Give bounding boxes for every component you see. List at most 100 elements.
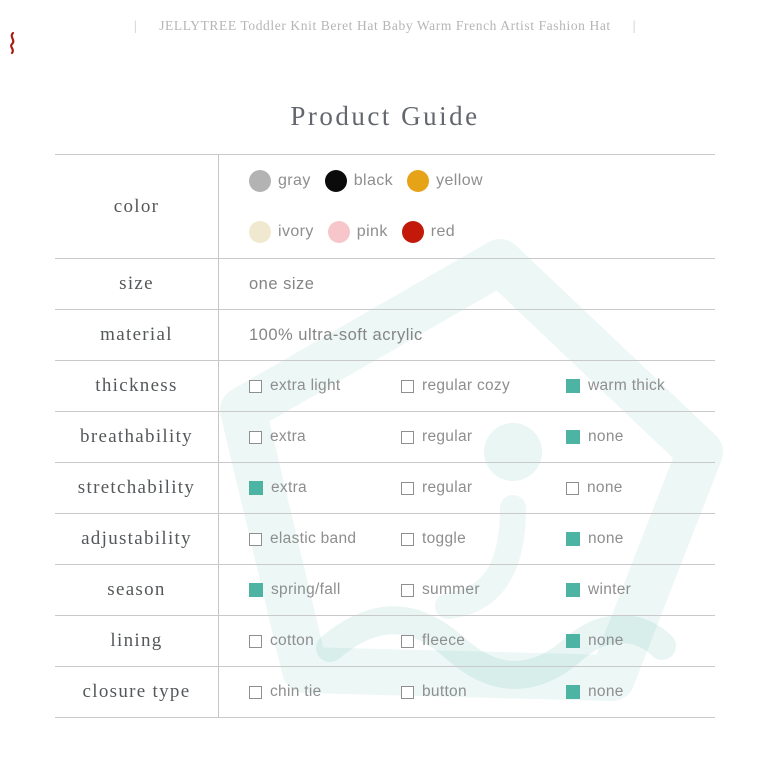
option-summer: summer — [401, 581, 566, 599]
row-label-adjustability: adjustability — [55, 514, 219, 564]
brand-mark-icon — [10, 31, 15, 55]
option-label: none — [588, 683, 624, 700]
table-row-thickness: thickness extra light regular cozy warm … — [55, 361, 715, 412]
option-label: regular — [422, 428, 473, 445]
option-chin-tie: chin tie — [249, 683, 401, 701]
option-label: extra — [270, 428, 306, 445]
option-toggle: toggle — [401, 530, 566, 548]
table-row-breathability: breathability extra regular none — [55, 412, 715, 463]
checkbox-icon[interactable] — [401, 532, 414, 546]
checkbox-icon[interactable] — [249, 634, 262, 648]
checkbox-checked-icon[interactable] — [249, 583, 263, 597]
option-none: none — [566, 428, 624, 446]
option-none: none — [566, 530, 624, 548]
checkbox-icon[interactable] — [401, 481, 414, 495]
option-cotton: cotton — [249, 632, 401, 650]
checkbox-icon[interactable] — [249, 532, 262, 546]
table-row-closure-type: closure type chin tie button none — [55, 667, 715, 718]
product-title-text: JELLYTREE Toddler Knit Beret Hat Baby Wa… — [159, 18, 611, 33]
color-swatch-gray: gray — [249, 170, 311, 192]
option-spring-fall: spring/fall — [249, 581, 401, 599]
option-elastic-band: elastic band — [249, 530, 401, 548]
option-label: extra light — [270, 377, 341, 394]
option-label: warm thick — [588, 377, 666, 394]
checkbox-checked-icon[interactable] — [249, 481, 263, 495]
option-label: button — [422, 683, 467, 700]
option-none: none — [566, 632, 624, 650]
option-extra: extra — [249, 428, 401, 446]
table-row-material: material 100% ultra-soft acrylic — [55, 310, 715, 361]
page-title: Product Guide — [290, 101, 480, 131]
header-divider-right: | — [632, 18, 637, 33]
checkbox-icon[interactable] — [249, 685, 262, 699]
row-label-thickness: thickness — [55, 361, 219, 411]
red-swatch-icon — [401, 221, 424, 243]
checkbox-checked-icon[interactable] — [566, 583, 580, 597]
checkbox-icon[interactable] — [249, 379, 262, 393]
option-label: regular cozy — [422, 377, 511, 394]
row-label-size: size — [55, 259, 219, 309]
option-label: regular — [422, 479, 473, 496]
option-label: elastic band — [270, 530, 357, 547]
gray-swatch-icon — [249, 170, 271, 192]
color-swatches: gray black yellow ivory pink — [219, 155, 715, 258]
row-label-material: material — [55, 310, 219, 360]
row-label-stretchability: stretchability — [55, 463, 219, 513]
row-label-breathability: breathability — [55, 412, 219, 462]
option-extra: extra — [249, 479, 401, 497]
option-label: cotton — [270, 632, 315, 649]
checkbox-icon[interactable] — [401, 430, 414, 444]
table-row-stretchability: stretchability extra regular none — [55, 463, 715, 514]
material-value: 100% ultra-soft acrylic — [249, 325, 423, 344]
checkbox-icon[interactable] — [249, 430, 262, 444]
option-label: fleece — [422, 632, 466, 649]
black-swatch-icon — [324, 170, 347, 192]
checkbox-checked-icon[interactable] — [566, 532, 580, 546]
option-label: none — [588, 530, 624, 547]
ivory-swatch-icon — [249, 221, 271, 243]
swatch-line-2: ivory pink red — [249, 221, 469, 243]
option-label: extra — [271, 479, 307, 496]
option-label: toggle — [422, 530, 467, 547]
checkbox-icon[interactable] — [401, 583, 414, 597]
color-swatch-yellow: yellow — [407, 170, 483, 192]
checkbox-icon[interactable] — [566, 481, 579, 495]
checkbox-icon[interactable] — [401, 685, 414, 699]
option-label: spring/fall — [271, 581, 341, 598]
swatch-label: yellow — [436, 172, 483, 189]
option-extra-light: extra light — [249, 377, 401, 395]
color-swatch-black: black — [324, 170, 394, 192]
checkbox-checked-icon[interactable] — [566, 379, 580, 393]
table-row-season: season spring/fall summer winter — [55, 565, 715, 616]
color-swatch-red: red — [401, 221, 456, 243]
option-regular-cozy: regular cozy — [401, 377, 566, 395]
swatch-line-1: gray black yellow — [249, 170, 497, 192]
row-label-closure-type: closure type — [55, 667, 219, 717]
checkbox-checked-icon[interactable] — [566, 430, 580, 444]
option-warm-thick: warm thick — [566, 377, 665, 395]
checkbox-checked-icon[interactable] — [566, 685, 580, 699]
row-label-season: season — [55, 565, 219, 615]
row-label-lining: lining — [55, 616, 219, 666]
checkbox-checked-icon[interactable] — [566, 634, 580, 648]
option-none: none — [566, 479, 623, 497]
swatch-label: black — [353, 172, 394, 189]
option-regular: regular — [401, 428, 566, 446]
checkbox-icon[interactable] — [401, 634, 414, 648]
swatch-label: red — [430, 223, 456, 240]
table-row-color: color gray black yellow ivo — [55, 155, 715, 259]
size-value: one size — [249, 274, 315, 293]
pink-swatch-icon — [327, 221, 350, 243]
yellow-swatch-icon — [407, 170, 430, 192]
option-winter: winter — [566, 581, 631, 599]
option-button: button — [401, 683, 566, 701]
option-label: none — [587, 479, 623, 496]
table-row-lining: lining cotton fleece none — [55, 616, 715, 667]
option-regular: regular — [401, 479, 566, 497]
color-swatch-ivory: ivory — [249, 221, 314, 243]
checkbox-icon[interactable] — [401, 379, 414, 393]
color-swatch-pink: pink — [327, 221, 388, 243]
swatch-label: gray — [278, 172, 311, 189]
row-label-color: color — [55, 155, 219, 258]
option-label: none — [588, 632, 624, 649]
